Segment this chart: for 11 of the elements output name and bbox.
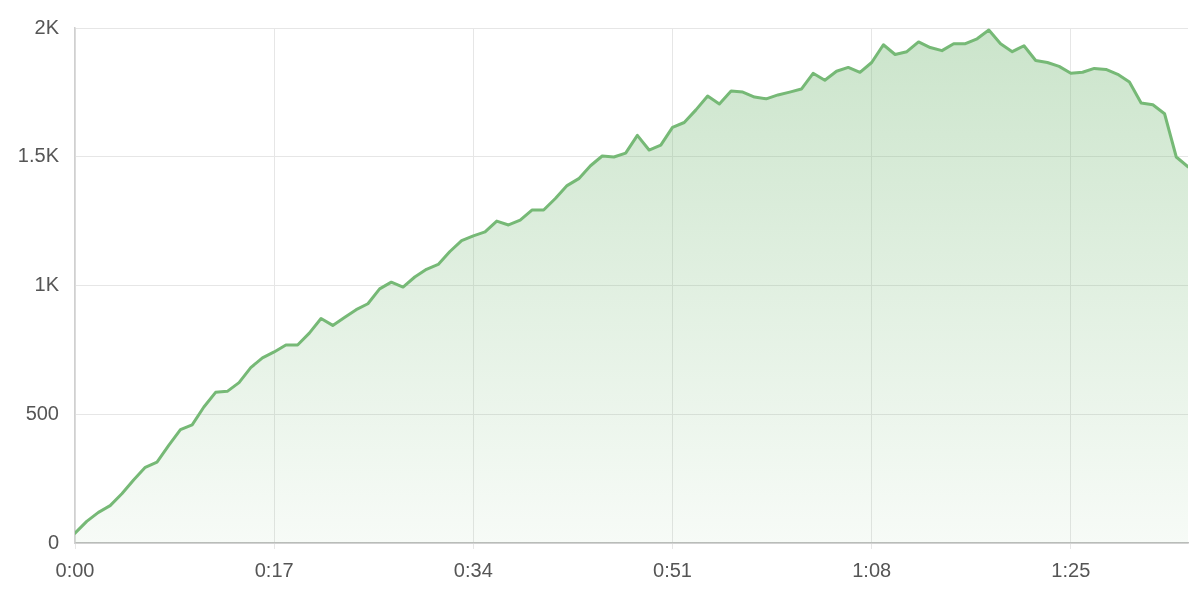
y-tick-label: 500: [25, 401, 59, 424]
y-tick-label: 1.5K: [17, 144, 60, 167]
x-tick-label: 0:51: [653, 558, 692, 581]
y-tick-label: 1K: [34, 273, 60, 296]
y-tick-label: 2K: [34, 15, 60, 38]
x-tick-label: 1:25: [1051, 558, 1091, 581]
x-tick-label: 0:00: [55, 558, 95, 581]
y-tick-label: 0: [47, 530, 59, 553]
x-tick-label: 1:08: [852, 558, 892, 581]
x-tick-label: 0:34: [453, 558, 493, 581]
x-tick-label: 0:17: [254, 558, 294, 581]
